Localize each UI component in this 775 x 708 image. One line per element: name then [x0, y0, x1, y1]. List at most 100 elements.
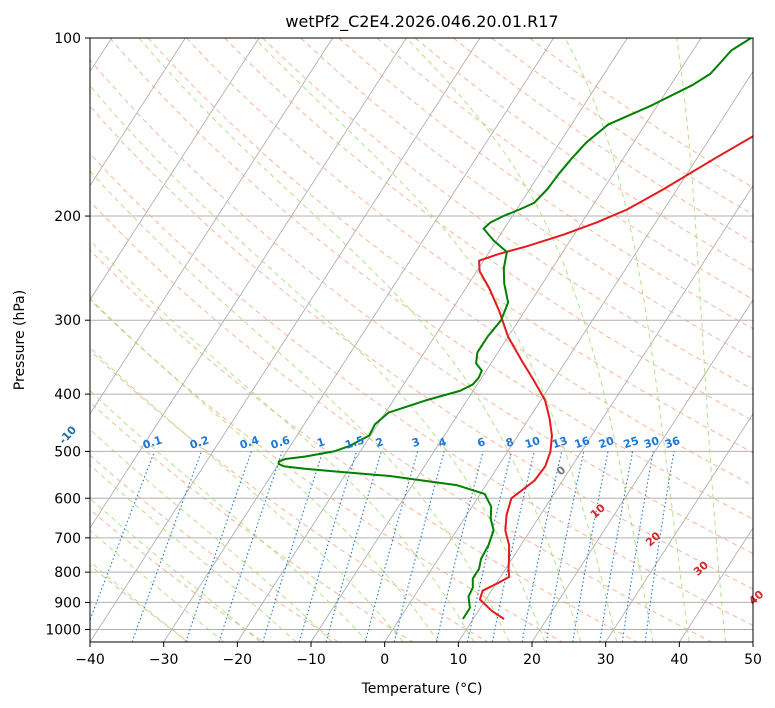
temperature-profile-line [478, 135, 753, 620]
mixing-ratio-label: 3 [410, 435, 421, 450]
mixing-ratio-label: 0.4 [238, 433, 261, 451]
dry-adiabat-line [90, 200, 712, 642]
isotherm-line [457, 184, 753, 642]
y-axis-tick-label: 600 [54, 491, 81, 507]
x-axis-tick-label: −40 [75, 652, 105, 668]
y-axis-tick-label: 100 [54, 31, 81, 47]
dry-adiabat-line [90, 401, 414, 642]
moist-adiabat-line [90, 297, 439, 642]
mixing-ratio-label: 8 [504, 435, 515, 450]
y-axis-tick-label: 400 [54, 387, 81, 403]
dry-adiabat-line [376, 38, 753, 300]
moist-adiabat-line [90, 464, 297, 642]
x-axis-tick-label: −20 [223, 652, 253, 668]
isotherm-line [90, 38, 334, 415]
moist-adiabat-line [90, 497, 261, 642]
x-axis-tick-label: −10 [296, 652, 326, 668]
isotherm-line [236, 38, 628, 642]
dry-adiabat-line [90, 349, 488, 642]
moist-adiabat-line [90, 561, 188, 642]
moist-adiabat-line [564, 38, 690, 642]
moist-adiabat-line [90, 239, 475, 642]
y-axis: 100 200 300 400 500 600 700 800 900 1000 [45, 31, 90, 638]
mixing-ratio-line [218, 451, 283, 642]
mixing-ratio-line [466, 451, 513, 642]
moist-adiabat-line [90, 346, 404, 642]
dry-adiabat-line [300, 38, 753, 360]
x-axis-tick-label: −30 [149, 652, 179, 668]
background-lines [90, 38, 753, 642]
isotherm-line [752, 641, 753, 642]
y-axis-tick-label: 1000 [45, 622, 81, 638]
x-axis-tick-label: 50 [744, 652, 762, 668]
isotherm-line [90, 38, 407, 529]
isotherm-line [90, 38, 186, 187]
mixing-ratio-line [545, 451, 585, 642]
y-axis-tick-label: 800 [54, 565, 81, 581]
dry-adiabat-line [90, 508, 264, 642]
moist-adiabat-label: 10 [588, 501, 608, 521]
isotherm-line [90, 38, 481, 642]
dry-adiabat-line [109, 38, 753, 520]
isotherm-line [384, 70, 753, 642]
mixing-ratio-label: 20 [597, 434, 616, 451]
line-labels: -100-90-80-70-60-50-40-30-20-10010203040… [56, 423, 766, 607]
mixing-ratio-label: 0.6 [269, 433, 292, 451]
dry-adiabat-line [90, 564, 190, 642]
mixing-ratio-label: 0.2 [188, 433, 211, 451]
dry-adiabat-line [491, 38, 753, 216]
mixing-ratio-label: 1.5 [343, 433, 366, 451]
mixing-ratio-line [131, 451, 202, 642]
x-axis-tick-label: 0 [380, 652, 389, 668]
moist-adiabat-label: 30 [691, 558, 711, 578]
moist-adiabat-label: 0 [554, 463, 569, 478]
mixing-ratio-label: 6 [476, 435, 488, 450]
x-axis: −40 −30 −20 −10 0 10 20 30 40 50 [75, 642, 762, 668]
mixing-ratio-line [621, 451, 654, 642]
moist-adiabat-line [90, 428, 333, 642]
mixing-ratio-label: 1 [315, 435, 326, 450]
y-axis-tick-label: 700 [54, 531, 81, 547]
mixing-ratio-label: 4 [437, 435, 449, 450]
mixing-ratio-line [364, 451, 419, 642]
mixing-ratio-line [185, 451, 252, 642]
isotherm-line [678, 527, 753, 642]
data-lines [277, 38, 753, 620]
mixing-ratio-label: 36 [663, 434, 682, 451]
mixing-ratio-line [262, 451, 324, 642]
mixing-ratio-line [325, 451, 382, 642]
moist-adiabat-line [405, 38, 654, 642]
dry-adiabat-line [224, 38, 753, 422]
mixing-ratio-line [393, 451, 445, 642]
dry-adiabat-line [90, 454, 339, 642]
dry-adiabat-line [338, 38, 753, 330]
y-axis-tick-label: 200 [54, 209, 81, 225]
x-axis-tick-label: 10 [449, 652, 467, 668]
chart-title: wetPf2_C2E4.2026.046.20.01.R17 [285, 12, 558, 32]
x-axis-tick-label: 40 [670, 652, 688, 668]
moist-adiabat-line [90, 170, 510, 642]
mixing-ratio-label: 25 [622, 434, 641, 451]
mixing-ratio-line [599, 451, 634, 642]
moist-adiabat-line [90, 84, 546, 642]
isotherm-line [163, 38, 555, 642]
dry-adiabat-line [90, 249, 638, 642]
dry-adiabat-line [90, 59, 753, 555]
mixing-ratio-line [435, 451, 484, 642]
isotherm-line [531, 298, 753, 642]
dewpoint-profile-line [277, 38, 752, 620]
plot-frame [89, 37, 754, 643]
dry-adiabat-line [90, 152, 753, 627]
mixing-ratio-label: 13 [551, 434, 570, 451]
dry-adiabat-line [90, 105, 753, 590]
mixing-ratio-line [644, 451, 675, 642]
mixing-ratio-label: 16 [573, 434, 592, 451]
moist-adiabat-line [676, 38, 727, 642]
x-axis-tick-label: 20 [523, 652, 541, 668]
isotherm-line [605, 412, 753, 642]
mixing-ratio-line [521, 451, 563, 642]
moist-adiabat-line [90, 390, 369, 642]
isotherm-line [90, 38, 260, 301]
mixing-ratio-label: 2 [374, 435, 385, 450]
